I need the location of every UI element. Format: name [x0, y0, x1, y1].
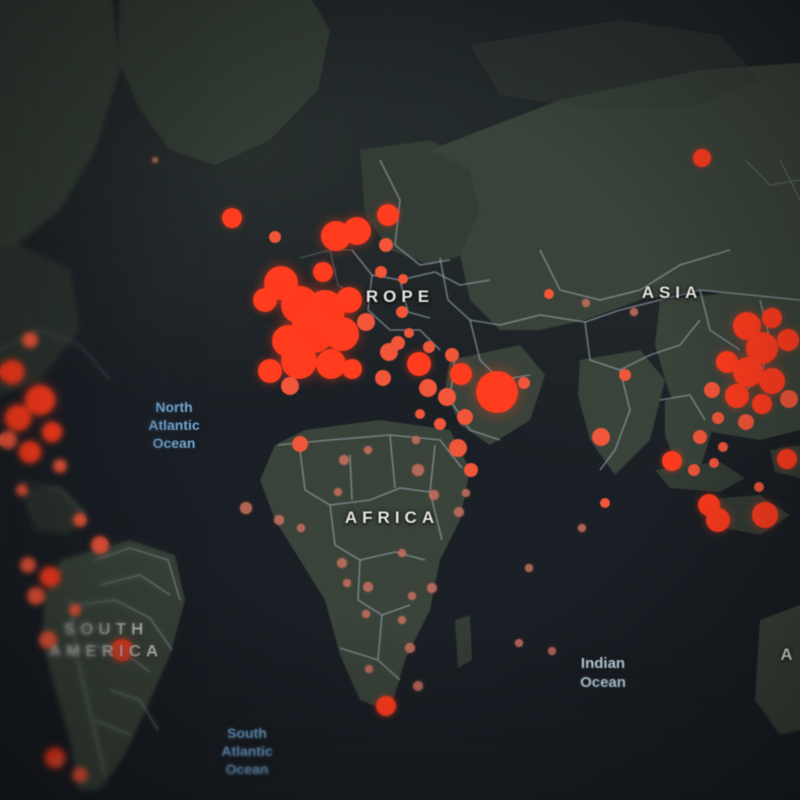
world-map-visualization: ROPEASIAAFRICASOUTH AMERICAANorth Atlant…: [0, 0, 800, 800]
film-grain-overlay: [0, 0, 800, 800]
vignette-overlay: [0, 0, 800, 800]
bottom-edge-blur: [0, 0, 800, 800]
